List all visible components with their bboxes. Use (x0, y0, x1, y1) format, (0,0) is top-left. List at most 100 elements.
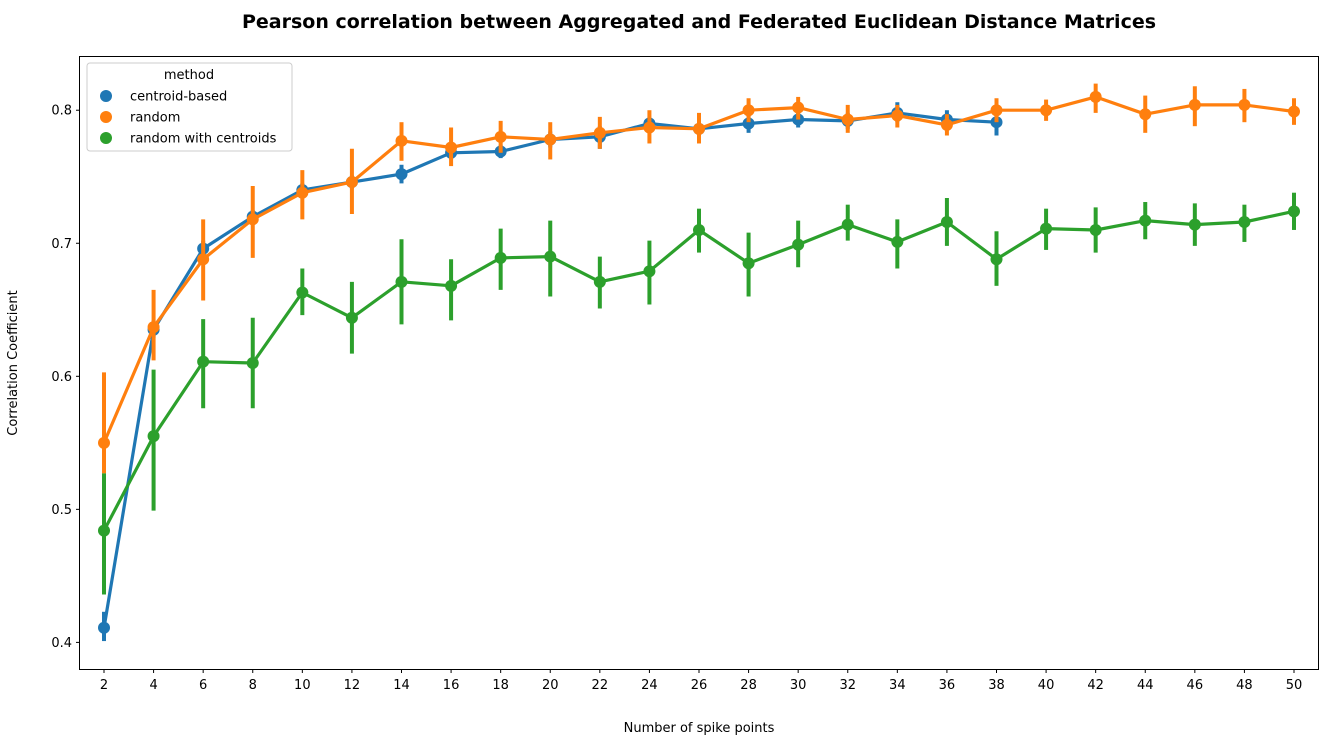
series-1 (98, 83, 1300, 474)
data-point (296, 186, 309, 199)
data-point (742, 257, 755, 270)
data-point (1040, 222, 1053, 235)
data-point (98, 621, 110, 634)
legend-marker (100, 132, 112, 144)
data-point (1238, 98, 1251, 111)
series-line (102, 209, 1295, 532)
data-point (1089, 223, 1102, 236)
series-0 (98, 102, 1003, 642)
data-point (990, 104, 1003, 117)
x-tick-label: 42 (1087, 678, 1104, 693)
data-point (197, 253, 210, 266)
legend: method centroid-based random random with ce… (86, 62, 293, 152)
y-tick-label: 0.6 (51, 370, 72, 385)
legend-box (86, 62, 293, 152)
data-point (246, 357, 259, 369)
x-tick-label: 8 (249, 678, 257, 693)
series-line (102, 111, 997, 629)
data-point (345, 311, 358, 324)
y-tick-label: 0.4 (51, 636, 72, 651)
x-tick-label: 2 (100, 678, 108, 693)
data-point (742, 117, 755, 130)
x-tick-label: 4 (149, 678, 157, 693)
plot-area (98, 83, 1300, 642)
legend-label: centroid-based (130, 90, 227, 105)
data-point (1139, 108, 1152, 121)
data-point (296, 286, 309, 299)
data-point (940, 118, 953, 131)
data-point (841, 218, 854, 231)
x-tick-label: 36 (939, 678, 956, 693)
legend-label: random with centroids (130, 132, 277, 147)
data-point (544, 133, 557, 146)
data-point (395, 275, 408, 288)
x-tick-label: 44 (1137, 678, 1154, 693)
data-point (891, 109, 904, 122)
x-tick-label: 16 (443, 678, 460, 693)
data-point (990, 253, 1003, 266)
data-point (792, 238, 805, 251)
legend-label: random (130, 111, 180, 126)
data-point (1188, 98, 1201, 111)
data-point (1040, 104, 1053, 117)
data-point (940, 215, 953, 228)
x-tick-label: 24 (641, 678, 658, 693)
x-tick-label: 46 (1187, 678, 1204, 693)
data-point (593, 275, 606, 288)
x-tick-label: 30 (790, 678, 807, 693)
data-point (593, 126, 606, 139)
legend-marker (100, 111, 112, 123)
x-tick-label: 32 (839, 678, 856, 693)
data-point (147, 430, 160, 443)
x-tick-label: 10 (294, 678, 311, 693)
data-point (246, 213, 259, 226)
x-tick-label: 26 (691, 678, 708, 693)
x-tick-label: 14 (393, 678, 410, 693)
data-point (693, 122, 705, 135)
data-point (742, 104, 755, 117)
data-point (643, 265, 656, 278)
x-tick-label: 40 (1038, 678, 1055, 693)
data-point (792, 101, 805, 114)
data-point (98, 524, 110, 537)
data-point (841, 113, 854, 126)
data-point (1188, 218, 1201, 231)
data-point (891, 235, 904, 248)
data-point (544, 250, 557, 263)
y-axis-ticks: 0.4 0.5 0.6 0.7 0.8 (51, 104, 80, 651)
x-axis-ticks: 2 4 6 8 10 12 14 16 18 20 22 24 26 28 30 32 34 36 38 40 42 44… (100, 669, 1302, 693)
y-tick-label: 0.7 (51, 237, 72, 252)
data-point (395, 134, 408, 147)
x-tick-label: 6 (199, 678, 207, 693)
y-axis-label: Correlation Coefficient (6, 290, 21, 436)
chart-title: Pearson correlation between Aggregated a… (242, 11, 1156, 33)
data-point (494, 251, 507, 264)
data-point (98, 436, 110, 449)
data-point (1089, 90, 1102, 103)
data-point (494, 130, 507, 143)
data-point (990, 116, 1003, 129)
x-tick-label: 22 (592, 678, 609, 693)
x-tick-label: 18 (492, 678, 509, 693)
x-tick-label: 28 (740, 678, 757, 693)
legend-marker (100, 90, 112, 102)
data-point (643, 121, 656, 134)
x-tick-label: 50 (1286, 678, 1303, 693)
series-2 (98, 192, 1300, 595)
data-point (445, 141, 458, 154)
data-point (197, 355, 210, 368)
data-point (147, 321, 160, 334)
x-tick-label: 34 (889, 678, 906, 693)
data-point (1139, 214, 1152, 227)
x-tick-label: 12 (344, 678, 361, 693)
x-tick-label: 48 (1236, 678, 1253, 693)
data-point (1288, 105, 1300, 118)
data-point (395, 168, 408, 181)
data-point (1288, 205, 1300, 218)
data-point (445, 279, 458, 292)
x-axis-label: Number of spike points (624, 721, 775, 736)
x-tick-label: 38 (988, 678, 1005, 693)
data-point (345, 176, 358, 189)
y-tick-label: 0.5 (51, 503, 72, 518)
